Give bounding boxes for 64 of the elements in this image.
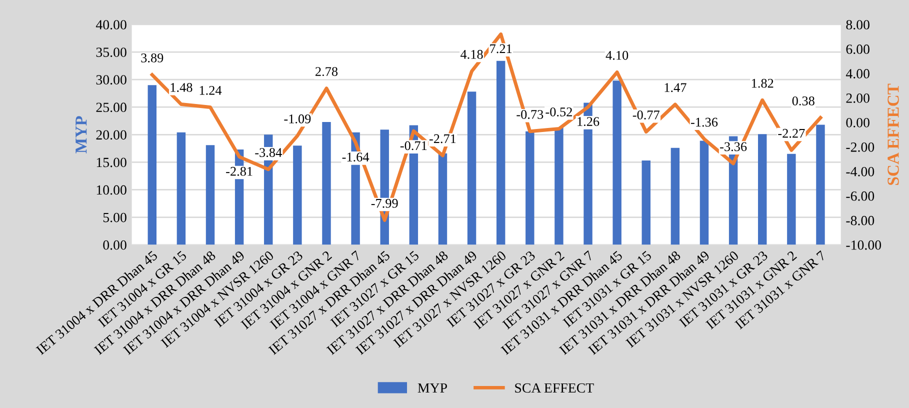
y-tick-label: 30.00 — [96, 75, 126, 85]
legend-label: MYP — [418, 383, 447, 393]
bar — [148, 85, 157, 245]
data-label: 4.18 — [460, 50, 483, 59]
data-label: -0.71 — [400, 141, 427, 150]
y-tick-label: 40.00 — [96, 20, 126, 30]
bar — [176, 132, 186, 245]
y2-tick-label: 4.00 — [846, 69, 870, 78]
y2-tick-label: -6.00 — [846, 191, 874, 201]
data-label: 4.10 — [606, 50, 628, 60]
y-tick-label: 20.00 — [96, 130, 126, 140]
y-tick-label: 10.00 — [96, 185, 126, 195]
bar — [526, 131, 534, 245]
bar — [670, 148, 680, 245]
data-label: 1.26 — [578, 117, 600, 126]
bar — [322, 122, 331, 245]
y2-tick-label: -10.00 — [846, 240, 882, 250]
y2-tick-label: -8.00 — [846, 216, 874, 226]
data-label: -1.36 — [691, 118, 718, 127]
bar — [467, 92, 476, 245]
y2-tick-label: 2.00 — [846, 94, 870, 103]
data-label: -2.27 — [778, 128, 805, 138]
data-label: 2.78 — [316, 67, 338, 76]
data-label: -3.84 — [255, 148, 282, 158]
bar — [787, 154, 796, 245]
data-label: -7.99 — [371, 198, 398, 208]
data-label: -0.52 — [546, 107, 572, 116]
data-label: -1.64 — [342, 152, 370, 162]
bar — [206, 145, 215, 245]
y2-tick-label: 6.00 — [846, 44, 870, 54]
bar — [612, 80, 622, 245]
y2-axis-title: SCA EFFECT — [888, 84, 899, 185]
y-tick-label: 0.00 — [103, 240, 126, 250]
bar — [438, 153, 448, 245]
data-label: 1.48 — [170, 82, 192, 92]
data-label: -3.36 — [720, 142, 747, 152]
y2-tick-label: -4.00 — [846, 166, 874, 176]
data-label: -1.09 — [284, 114, 311, 124]
y-tick-label: 15.00 — [96, 158, 126, 168]
data-label: -0.77 — [632, 110, 660, 120]
bar — [554, 127, 564, 245]
legend-label: SCA EFFECT — [515, 383, 594, 393]
y-tick-label: 5.00 — [103, 212, 126, 222]
data-label: 0.38 — [792, 96, 814, 106]
y-tick-label: 25.00 — [96, 102, 126, 112]
bar — [642, 160, 650, 245]
data-label: 1.82 — [752, 78, 774, 88]
y2-tick-label: 8.00 — [846, 20, 870, 30]
data-label: -2.81 — [226, 166, 252, 176]
data-label: 1.47 — [664, 83, 686, 92]
y-axis-title: MYP — [76, 116, 87, 154]
data-label: -0.73 — [516, 110, 544, 119]
bar — [293, 146, 302, 245]
data-label: 1.24 — [200, 86, 222, 95]
y-tick-label: 35.00 — [96, 48, 126, 58]
bar — [700, 140, 709, 245]
bar — [816, 124, 825, 245]
y2-tick-label: 0.00 — [846, 118, 870, 128]
data-label: 7.21 — [490, 44, 512, 54]
bar — [758, 134, 767, 245]
data-label: -2.71 — [429, 134, 456, 144]
bar — [496, 60, 506, 245]
data-label: 3.89 — [141, 53, 164, 62]
y2-tick-label: -2.00 — [846, 142, 874, 152]
